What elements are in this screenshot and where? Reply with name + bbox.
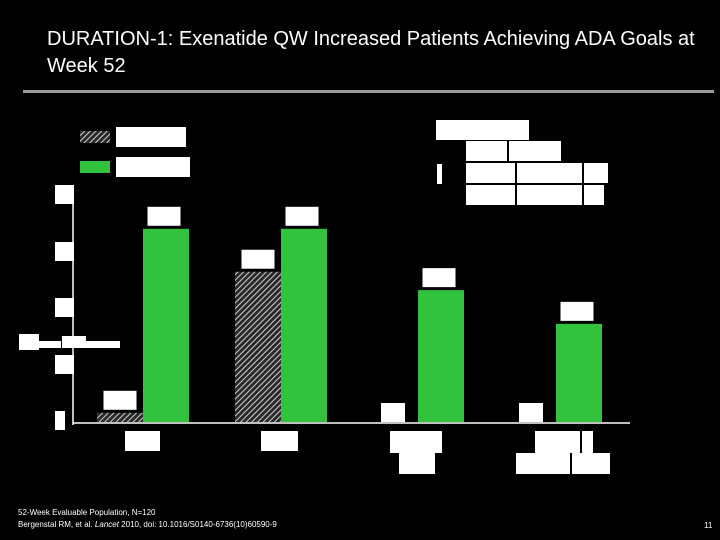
x-category-label-box <box>399 453 435 474</box>
y-axis-label-box <box>39 341 61 348</box>
bar-value-label-box <box>422 268 456 288</box>
y-tick-label-box <box>55 411 65 430</box>
x-category-label-box <box>516 453 570 474</box>
x-category-label-box <box>572 453 610 474</box>
y-axis-label-box <box>62 336 86 348</box>
bar-value-label-box <box>285 206 319 226</box>
redacted-box <box>436 120 529 140</box>
redacted-box <box>584 185 604 205</box>
y-tick-label-box <box>55 242 74 261</box>
bar <box>97 412 143 422</box>
title-divider <box>23 90 714 93</box>
bar-value-label-box <box>381 403 405 422</box>
page-title: DURATION-1: Exenatide QW Increased Patie… <box>47 28 695 77</box>
bar-value-label-box <box>519 403 543 422</box>
x-category-label-box <box>125 431 160 451</box>
bar <box>143 228 189 422</box>
x-category-label-box <box>261 431 298 451</box>
x-category-label-box <box>390 431 442 453</box>
redacted-box <box>437 164 442 184</box>
bar <box>418 290 464 422</box>
redacted-box <box>466 141 507 161</box>
redacted-box <box>584 163 608 183</box>
bar-value-label-box <box>560 301 594 321</box>
footnote-reference: Bergenstal RM, et al. Lancet 2010, doi: … <box>18 520 277 529</box>
page-number: 11 <box>704 521 713 530</box>
legend-swatch-green <box>80 161 110 173</box>
y-axis-label-box <box>19 334 39 350</box>
footnote-population: 52-Week Evaluable Population, N=120 <box>18 508 156 517</box>
legend-label-box <box>116 157 190 177</box>
bar <box>281 228 327 422</box>
y-axis-label-box <box>86 341 120 348</box>
redacted-box <box>517 185 582 205</box>
bar-value-label-box <box>241 249 275 269</box>
redacted-box <box>517 163 582 183</box>
redacted-box <box>466 185 515 205</box>
bar <box>235 271 281 422</box>
legend-swatch-hatched <box>80 131 110 143</box>
bar-value-label-box <box>147 206 181 226</box>
y-tick-label-box <box>55 355 74 374</box>
y-tick-label-box <box>55 298 74 317</box>
redacted-box <box>509 141 561 161</box>
bar-value-label-box <box>103 390 137 410</box>
legend-label-box <box>116 127 186 147</box>
x-category-label-box <box>535 431 580 453</box>
y-tick-label-box <box>55 185 74 204</box>
redacted-box <box>466 163 515 183</box>
x-category-label-box <box>582 431 593 453</box>
bar <box>556 323 602 422</box>
